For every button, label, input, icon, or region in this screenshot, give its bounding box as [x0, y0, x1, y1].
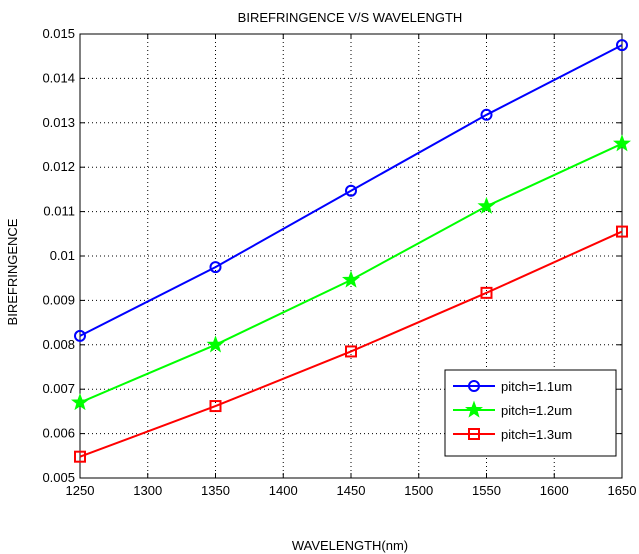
legend-label: pitch=1.2um — [501, 403, 572, 418]
legend-label: pitch=1.1um — [501, 379, 572, 394]
legend-swatch-marker — [468, 380, 480, 392]
legend-label: pitch=1.3um — [501, 427, 572, 442]
legend-entry: pitch=1.3um — [453, 427, 572, 442]
legend-swatch-marker — [468, 428, 480, 440]
y-tick-label: 0.015 — [42, 26, 75, 41]
data-point — [341, 270, 361, 288]
data-point — [70, 393, 90, 411]
legend: pitch=1.1um pitch=1.2um pitch=1.3um — [444, 369, 617, 457]
data-point — [345, 184, 357, 197]
y-axis-title: BIREFRINGENCE — [5, 218, 20, 325]
series-line — [79, 230, 623, 458]
y-tick-label: 0.006 — [42, 426, 75, 441]
y-tick-label: 0.01 — [50, 248, 75, 263]
series-line — [79, 44, 623, 337]
y-tick-label: 0.007 — [42, 381, 75, 396]
x-tick-label: 1500 — [404, 483, 433, 498]
y-tick-label: 0.011 — [43, 204, 75, 219]
x-tick-label: 1350 — [201, 483, 230, 498]
data-point — [480, 108, 493, 121]
data-point — [616, 39, 628, 52]
series-3 — [74, 225, 628, 463]
y-tick-label: 0.009 — [42, 292, 75, 307]
data-point — [480, 286, 493, 299]
data-point — [74, 450, 86, 463]
x-tick-label: 1650 — [608, 483, 637, 498]
data-point — [477, 196, 496, 214]
y-tick-label: 0.008 — [42, 337, 75, 352]
x-tick-label: 1450 — [337, 483, 366, 498]
plot-series — [70, 39, 632, 463]
y-tick-label: 0.014 — [42, 70, 75, 85]
series-1 — [74, 39, 628, 342]
x-tick-label: 1300 — [133, 483, 162, 498]
series-2 — [70, 134, 632, 411]
x-tick-label: 1400 — [269, 483, 298, 498]
data-point — [612, 134, 632, 152]
data-point — [74, 329, 86, 342]
axes: 1250 1300 1350 1400 1450 1500 1550 1600 1650 0.00… — [42, 26, 636, 498]
data-point — [209, 400, 222, 413]
y-tick-label: 0.012 — [42, 159, 75, 174]
y-tick-label: 0.013 — [42, 115, 75, 130]
chart-title: BIREFRINGENCE V/S WAVELENGTH — [238, 10, 463, 25]
x-tick-label: 1600 — [540, 483, 569, 498]
x-axis-title: WAVELENGTH(nm) — [292, 538, 408, 553]
legend-entry: pitch=1.2um — [453, 400, 572, 418]
y-tick-label: 0.005 — [42, 470, 75, 485]
x-tick-label: 1250 — [66, 483, 95, 498]
data-point — [345, 345, 357, 358]
data-point — [616, 225, 628, 238]
data-point — [209, 261, 222, 274]
legend-swatch-marker — [464, 400, 484, 418]
data-point — [206, 335, 225, 353]
x-tick-label: 1550 — [472, 483, 501, 498]
legend-entry: pitch=1.1um — [453, 379, 572, 394]
